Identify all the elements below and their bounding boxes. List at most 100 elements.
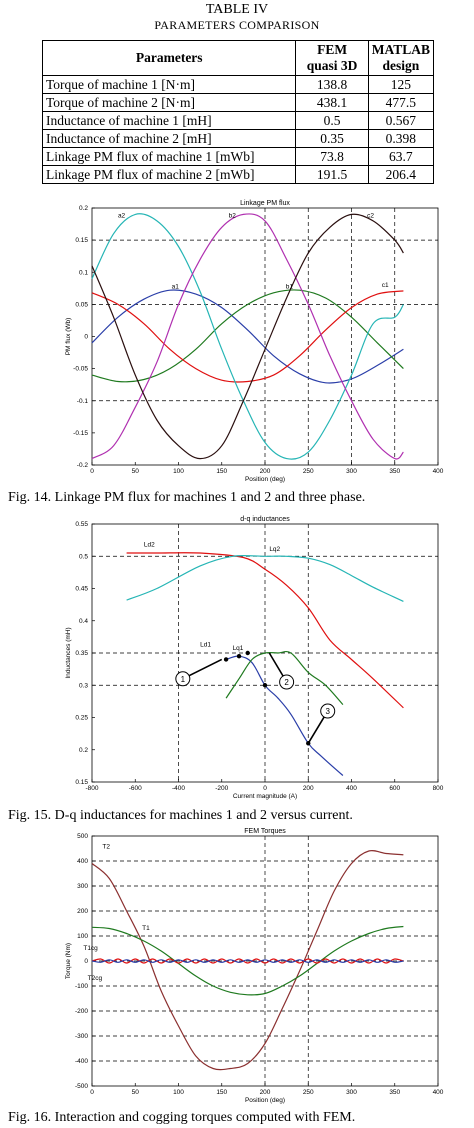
y-tick-label: -0.1 — [77, 398, 89, 405]
y-tick-label: 0.5 — [79, 553, 88, 560]
chart-title: Linkage PM flux — [240, 200, 290, 207]
series-line-lq2 — [126, 554, 404, 602]
y-tick-label: 0.35 — [75, 650, 88, 657]
x-tick-label: 0 — [90, 1089, 94, 1096]
x-tick-label: 400 — [433, 468, 444, 475]
chart-title: FEM Torques — [244, 828, 286, 835]
y-axis-label: Inductances (mH) — [65, 627, 72, 678]
x-tick-label: 800 — [433, 785, 444, 792]
header-parameters: Parameters — [41, 40, 297, 76]
series-line-a1 — [91, 289, 404, 384]
series-line-lq1 — [225, 650, 344, 706]
x-tick-label: 100 — [173, 1089, 184, 1096]
x-tick-label: 200 — [303, 785, 314, 792]
table-title: TABLE IV — [205, 2, 269, 17]
y-tick-label: 0.45 — [75, 586, 88, 593]
row-parameter: Torque of machine 1 [N·m] — [41, 75, 297, 94]
x-tick-label: 200 — [260, 1089, 271, 1096]
x-tick-label: 400 — [433, 1089, 444, 1096]
callout-number: 2 — [284, 678, 289, 687]
series-label-a2: a2 — [118, 213, 126, 220]
row-matlab-value: 206.4 — [367, 165, 435, 184]
series-line-t2 — [91, 849, 404, 1071]
row-parameter: Inductance of machine 1 [mH] — [41, 111, 297, 130]
series-line-t1 — [91, 925, 404, 996]
x-tick-label: 150 — [216, 468, 227, 475]
x-tick-label: 300 — [346, 1089, 357, 1096]
row-matlab-value: 0.567 — [367, 111, 435, 130]
y-axis-label: PM flux (Wb) — [65, 318, 72, 356]
header-matlab-line2: design — [382, 58, 420, 73]
fig14-caption: Fig. 14. Linkage PM flux for machines 1 … — [8, 490, 366, 505]
row-fem-value: 438.1 — [295, 93, 369, 112]
row-parameter: Linkage PM flux of machine 2 [mWb] — [41, 165, 297, 184]
callout-number: 1 — [181, 675, 186, 684]
x-tick-label: 250 — [303, 468, 314, 475]
callout-number: 3 — [325, 707, 330, 716]
x-tick-label: 100 — [173, 468, 184, 475]
y-tick-label: 0.4 — [79, 618, 88, 625]
y-tick-label: 0.2 — [79, 747, 88, 754]
callout-circle — [320, 703, 336, 719]
series-label-c1: c1 — [382, 282, 389, 289]
row-fem-value: 138.8 — [295, 75, 369, 94]
x-tick-label: 350 — [389, 468, 400, 475]
y-tick-label: 100 — [77, 933, 88, 940]
row-fem-value: 73.8 — [295, 147, 369, 166]
series-line-t2cg — [91, 959, 404, 963]
y-tick-label: 0 — [84, 958, 88, 965]
series-label-c2: c2 — [367, 213, 374, 220]
x-tick-label: 250 — [303, 1089, 314, 1096]
linkage-pm-flux-chart: Linkage PM flux 0 50 100 150 200 250 300 350 400 0… — [65, 200, 444, 483]
header-matlab: MATLAB design — [367, 40, 435, 76]
header-matlab-line1: MATLAB — [371, 42, 430, 57]
marker-dot — [262, 683, 268, 688]
y-axis-label: Torque (Nm) — [65, 943, 72, 979]
y-tick-label: -0.2 — [77, 462, 89, 469]
row-matlab-value: 0.398 — [367, 129, 435, 148]
fig16-caption: Fig. 16. Interaction and cogging torques… — [8, 1110, 356, 1125]
x-tick-label: 200 — [260, 468, 271, 475]
curve-label-lq2: Lq2 — [269, 546, 280, 553]
x-tick-label: -800 — [85, 785, 98, 792]
y-tick-label: 0.25 — [75, 715, 88, 722]
x-tick-label: 0 — [263, 785, 267, 792]
y-tick-label: 400 — [77, 858, 88, 865]
y-tick-label: 0.05 — [75, 301, 88, 308]
y-tick-label: -400 — [75, 1058, 88, 1065]
callout-circle — [175, 671, 191, 687]
table-row: Linkage PM flux of machine 2 [mWb] 191.5 2… — [41, 165, 435, 184]
curve-label-ld1: Ld1 — [200, 642, 211, 649]
series-line-a2 — [91, 213, 404, 460]
row-parameter: Torque of machine 2 [N·m] — [41, 93, 297, 112]
row-fem-value: 191.5 — [295, 165, 369, 184]
y-tick-label: 0.15 — [75, 237, 88, 244]
table-header-row: Parameters FEM quasi 3D MATLAB design — [41, 40, 435, 76]
table-subtitle: PARAMETERS COMPARISON — [154, 18, 320, 32]
header-fem-line1: FEM — [317, 42, 348, 57]
dq-inductances-chart: d-q inductances -800 -600 -400 -200 0 200 400 60… — [65, 516, 444, 800]
y-tick-label: 500 — [77, 833, 88, 840]
curve-label-t2: T2 — [102, 844, 110, 851]
x-tick-label: 400 — [346, 785, 357, 792]
chart-title: d-q inductances — [240, 516, 290, 523]
marker-dot — [236, 654, 242, 659]
row-matlab-value: 125 — [367, 75, 435, 94]
x-tick-label: 50 — [132, 1089, 140, 1096]
x-tick-label: 50 — [132, 468, 140, 475]
x-axis-label: Current magnitude (A) — [233, 793, 297, 800]
row-matlab-value: 477.5 — [367, 93, 435, 112]
y-tick-label: 0.1 — [79, 269, 88, 276]
table-row: Torque of machine 1 [N·m] 138.8 125 — [41, 75, 435, 94]
row-fem-value: 0.5 — [295, 111, 369, 130]
y-tick-label: 300 — [77, 883, 88, 890]
curve-label-t1cg: T1cg — [83, 945, 98, 952]
series-line-t1cg — [91, 958, 404, 964]
curve-label-t2cg: T2cg — [88, 975, 103, 982]
x-tick-label: 600 — [389, 785, 400, 792]
x-tick-label: -400 — [172, 785, 185, 792]
fem-torques-chart: FEM Torques 0 50 100 150 200 250 300 350 400 500 40… — [65, 828, 444, 1104]
parameters-table: Parameters FEM quasi 3D MATLAB design Torq… — [41, 40, 435, 184]
curve-label-lq1: Lq1 — [233, 645, 244, 652]
y-tick-label: -500 — [75, 1083, 88, 1090]
